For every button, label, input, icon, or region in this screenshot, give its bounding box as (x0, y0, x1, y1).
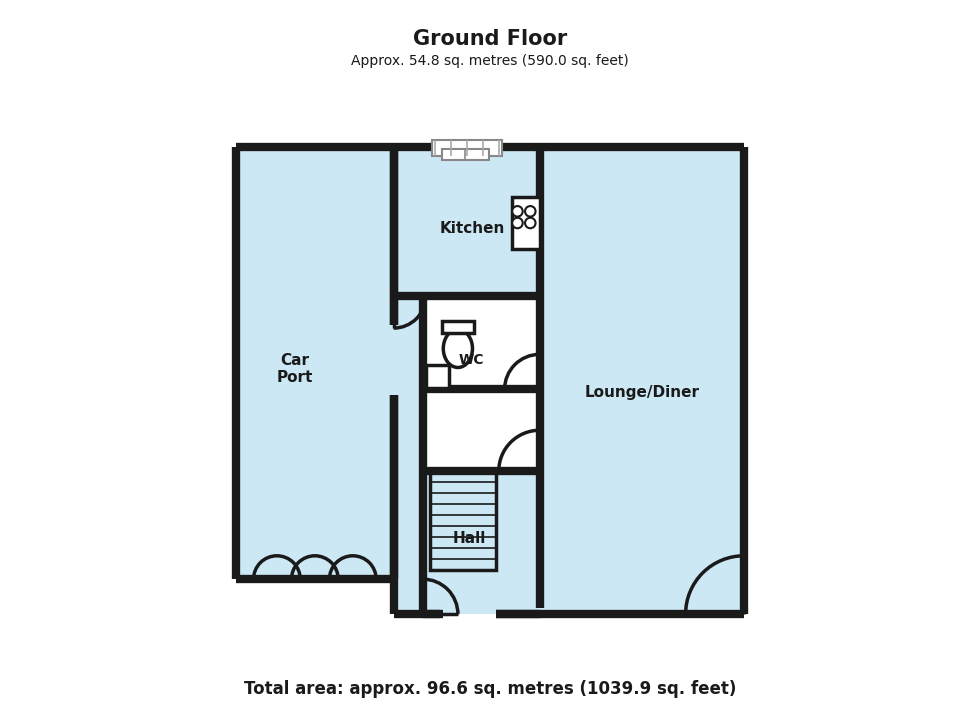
Bar (430, 471, 496, 570)
Text: Approx. 54.8 sq. metres (590.0 sq. feet): Approx. 54.8 sq. metres (590.0 sq. feet) (351, 53, 629, 68)
Text: Car
Port: Car Port (276, 352, 313, 385)
Ellipse shape (443, 330, 472, 367)
Text: Hall: Hall (453, 530, 486, 546)
Bar (422, 389, 540, 471)
Bar (431, 140, 502, 156)
Bar (442, 150, 489, 160)
Text: Kitchen: Kitchen (440, 221, 505, 236)
Circle shape (525, 206, 535, 216)
Text: Ground Floor: Ground Floor (413, 29, 567, 49)
Text: Total area: approx. 96.6 sq. metres (1039.9 sq. feet): Total area: approx. 96.6 sq. metres (103… (244, 680, 736, 698)
Text: WC: WC (459, 353, 484, 367)
Bar (442, 321, 473, 333)
Circle shape (513, 218, 522, 229)
Bar (236, 147, 394, 579)
Bar (422, 296, 540, 389)
Bar (425, 365, 449, 387)
Bar (394, 147, 744, 614)
Text: Lounge/Diner: Lounge/Diner (584, 384, 700, 400)
Circle shape (525, 218, 535, 229)
Bar (513, 197, 540, 249)
Circle shape (513, 206, 522, 216)
